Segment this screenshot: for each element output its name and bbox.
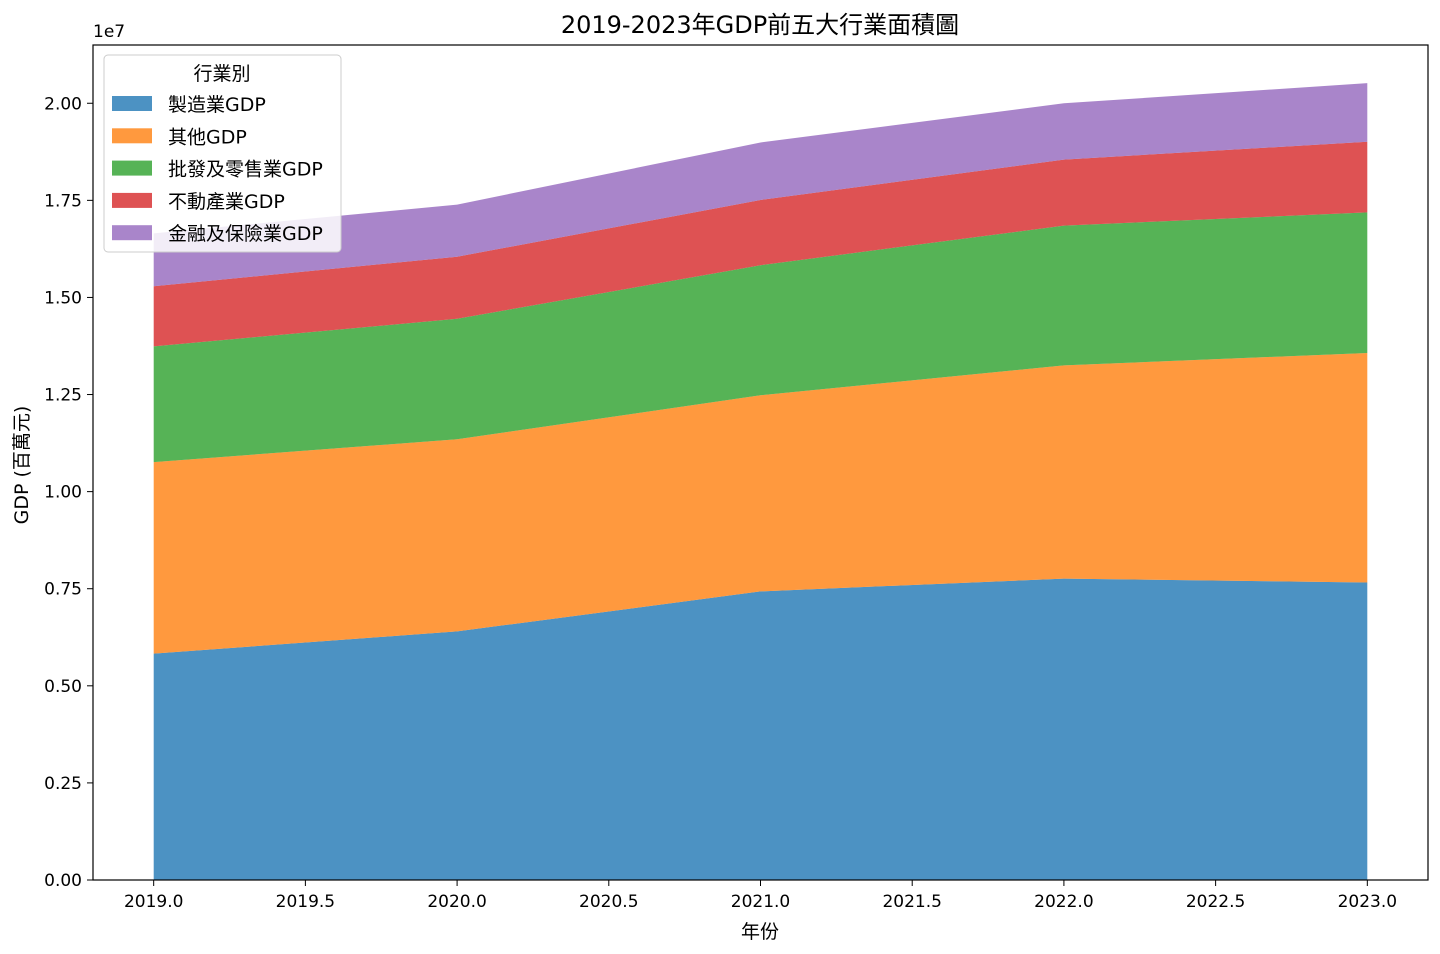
area-series-group <box>153 83 1368 880</box>
x-tick-label: 2022.5 <box>1186 892 1245 912</box>
y-tick-label: 0.00 <box>44 871 82 891</box>
x-axis: 2019.0 2019.5 2020.0 2020.5 2021.0 2021.5 2022… <box>124 880 1397 912</box>
x-tick-label: 2020.0 <box>427 892 486 912</box>
y-tick-label: 2.00 <box>44 94 82 114</box>
x-axis-label: 年份 <box>741 921 779 943</box>
y-tick-label: 1.25 <box>44 386 82 406</box>
x-tick-label: 2019.5 <box>276 892 335 912</box>
y-tick-label: 0.75 <box>44 580 82 600</box>
legend-swatch <box>112 225 152 241</box>
legend-title: 行業別 <box>193 63 250 85</box>
y-tick-label: 1.00 <box>44 483 82 503</box>
area-series-3 <box>153 141 1368 347</box>
y-tick-label: 0.25 <box>44 774 82 794</box>
y-tick-label: 0.50 <box>44 677 82 697</box>
legend-box <box>103 54 342 253</box>
legend-entry: 不動產業GDP <box>168 191 285 213</box>
area-series-2 <box>153 212 1368 463</box>
legend-entry: 其他GDP <box>168 126 247 148</box>
legend-swatch <box>112 160 152 176</box>
legend-entry: 批發及零售業GDP <box>168 159 323 181</box>
x-tick-label: 2020.5 <box>579 892 638 912</box>
area-series-1 <box>153 353 1368 654</box>
legend-entry: 製造業GDP <box>168 94 266 116</box>
y-axis: 0.00 0.25 0.50 0.75 1.00 1.25 1.50 1.75 2.00 <box>44 94 93 891</box>
legend-items: 製造業GDP 其他GDP 批發及零售業GDP 不動產業GDP 金融及保險業GDP <box>112 94 323 245</box>
legend-swatch <box>112 128 152 144</box>
y-tick-label: 1.75 <box>44 191 82 211</box>
legend-swatch <box>112 96 152 111</box>
area-series-0 <box>153 578 1368 880</box>
y-offset-label: 1e7 <box>93 22 125 42</box>
y-axis-label: GDP (百萬元) <box>11 406 33 525</box>
chart-title: 2019-2023年GDP前五大行業面積圖 <box>561 11 959 39</box>
legend: 行業別 製造業GDP 其他GDP 批發及零售業GDP 不動產業GDP 金融及保險業GDP <box>103 54 342 253</box>
x-tick-label: 2019.0 <box>124 892 183 912</box>
legend-entry: 金融及保險業GDP <box>168 223 323 245</box>
x-tick-label: 2022.0 <box>1034 892 1093 912</box>
area-series-4 <box>153 83 1368 287</box>
x-tick-label: 2023.0 <box>1338 892 1397 912</box>
x-tick-label: 2021.0 <box>731 892 790 912</box>
legend-swatch <box>112 192 152 208</box>
x-tick-label: 2021.5 <box>882 892 941 912</box>
y-tick-label: 1.50 <box>44 288 82 308</box>
